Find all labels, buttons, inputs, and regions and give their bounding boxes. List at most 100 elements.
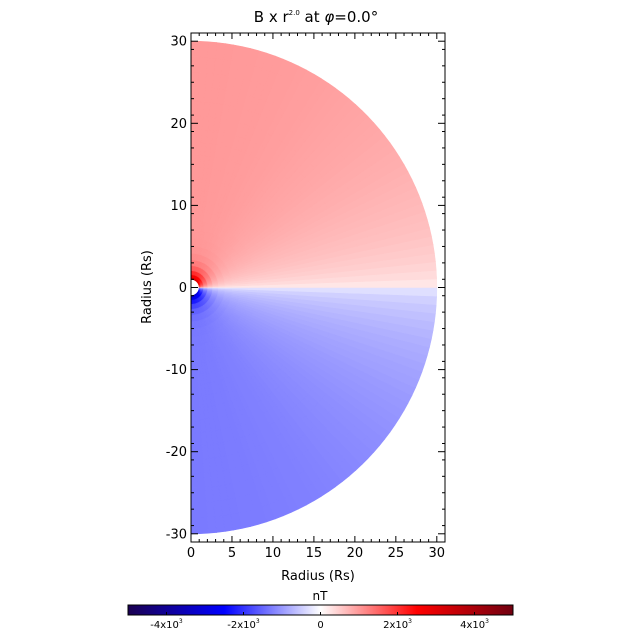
field-cell	[191, 71, 199, 88]
field-cell	[390, 294, 407, 303]
x-axis-label: Radius (Rs)	[281, 569, 355, 584]
field-cell	[375, 293, 392, 302]
field-cell	[191, 166, 196, 180]
title-suffix-b: =0.0°	[334, 8, 378, 26]
field-cell	[197, 487, 207, 504]
field-cell	[191, 419, 197, 434]
field-cell	[375, 300, 391, 309]
field-cell	[191, 115, 198, 130]
field-cell	[390, 272, 407, 281]
field-cell	[257, 287, 268, 291]
field-cell	[361, 293, 377, 301]
x-tick-label: 20	[347, 546, 364, 561]
title-middle: x r	[264, 8, 289, 26]
field-cell	[322, 291, 337, 298]
field-cell	[323, 282, 337, 288]
field-cell	[191, 40, 200, 58]
field-cell	[198, 517, 209, 534]
field-cell	[405, 294, 422, 304]
x-tick-label: 25	[388, 546, 405, 561]
field-cell	[310, 282, 324, 288]
x-tick-label: 15	[306, 546, 323, 561]
field-cell	[197, 86, 206, 103]
y-tick-label: 30	[170, 35, 187, 50]
field-cell	[191, 473, 199, 489]
field-cell	[206, 41, 218, 59]
field-cell	[191, 487, 199, 504]
field-cell	[191, 189, 195, 202]
field-cell	[420, 287, 438, 297]
colorbar-tick-label: 0	[317, 620, 323, 631]
field-cell	[420, 295, 437, 306]
field-cell	[195, 141, 202, 156]
field-cell	[191, 101, 198, 116]
field-cell	[196, 101, 205, 117]
field-cell	[191, 86, 199, 102]
field-cell	[335, 287, 350, 294]
x-axis: 0 5 10 15 20 25 30	[187, 33, 446, 561]
field-cell	[205, 57, 216, 74]
field-cell	[197, 71, 207, 88]
field-cell	[405, 279, 422, 288]
field-cell	[420, 278, 438, 288]
field-image	[191, 40, 438, 535]
title-suffix-a: at	[300, 8, 325, 26]
field-cell	[196, 115, 204, 130]
field-cell	[267, 287, 278, 291]
field-cell	[198, 502, 208, 519]
field-cell	[348, 281, 364, 288]
field-cell	[405, 287, 422, 296]
field-cell	[191, 128, 197, 143]
y-tick-label: -10	[166, 363, 187, 378]
chart-title: B x r2.0 at φ=0.0°	[254, 8, 378, 26]
field-cell	[203, 87, 213, 103]
x-tick-label: 5	[228, 546, 236, 561]
field-cell	[298, 290, 312, 297]
x-tick-label: 0	[187, 546, 195, 561]
field-cell	[191, 141, 197, 156]
field-cell	[194, 154, 201, 168]
colorbar-tick-label: 2x103	[383, 618, 412, 631]
field-cell	[191, 154, 196, 168]
field-cell	[405, 271, 422, 281]
y-tick-label: -20	[166, 445, 187, 460]
field-cell	[335, 281, 350, 288]
field-cell	[348, 292, 363, 300]
title-exponent: 2.0	[289, 9, 300, 17]
colorbar-tick-label: -4x103	[150, 618, 183, 631]
field-cell	[390, 279, 407, 288]
y-axis: 30 20 10 0 -10 -20 -30	[166, 32, 445, 543]
y-tick-label: 20	[170, 117, 187, 132]
field-cell	[191, 56, 200, 73]
field-cell	[191, 407, 196, 421]
field-cell	[198, 56, 208, 73]
field-cell	[419, 303, 437, 314]
field-cell	[362, 280, 377, 288]
field-cell	[310, 287, 324, 293]
field-cell	[195, 128, 203, 143]
y-tick-label: 0	[179, 281, 187, 296]
field-cell	[389, 301, 406, 311]
field-cell	[191, 502, 200, 519]
field-cell	[323, 287, 337, 293]
y-tick-label: 10	[170, 199, 187, 214]
y-tick-label: -30	[166, 527, 187, 542]
colorbar-tick-label: 4x103	[460, 618, 489, 631]
field-cell	[376, 280, 392, 288]
field-cell	[248, 287, 259, 291]
title-phi: φ	[324, 8, 334, 26]
colorbar-label: nT	[313, 589, 329, 603]
field-cell	[404, 302, 421, 312]
field-cell	[310, 291, 324, 298]
field-cell	[198, 41, 209, 58]
field-cell	[277, 287, 289, 292]
field-cell	[204, 72, 214, 89]
field-cell	[390, 287, 407, 296]
field-cell	[191, 178, 196, 191]
title-prefix: B	[254, 8, 264, 26]
field-cell	[287, 287, 300, 292]
field-cell	[348, 287, 364, 294]
field-cell	[194, 166, 200, 180]
field-cell	[335, 292, 350, 299]
